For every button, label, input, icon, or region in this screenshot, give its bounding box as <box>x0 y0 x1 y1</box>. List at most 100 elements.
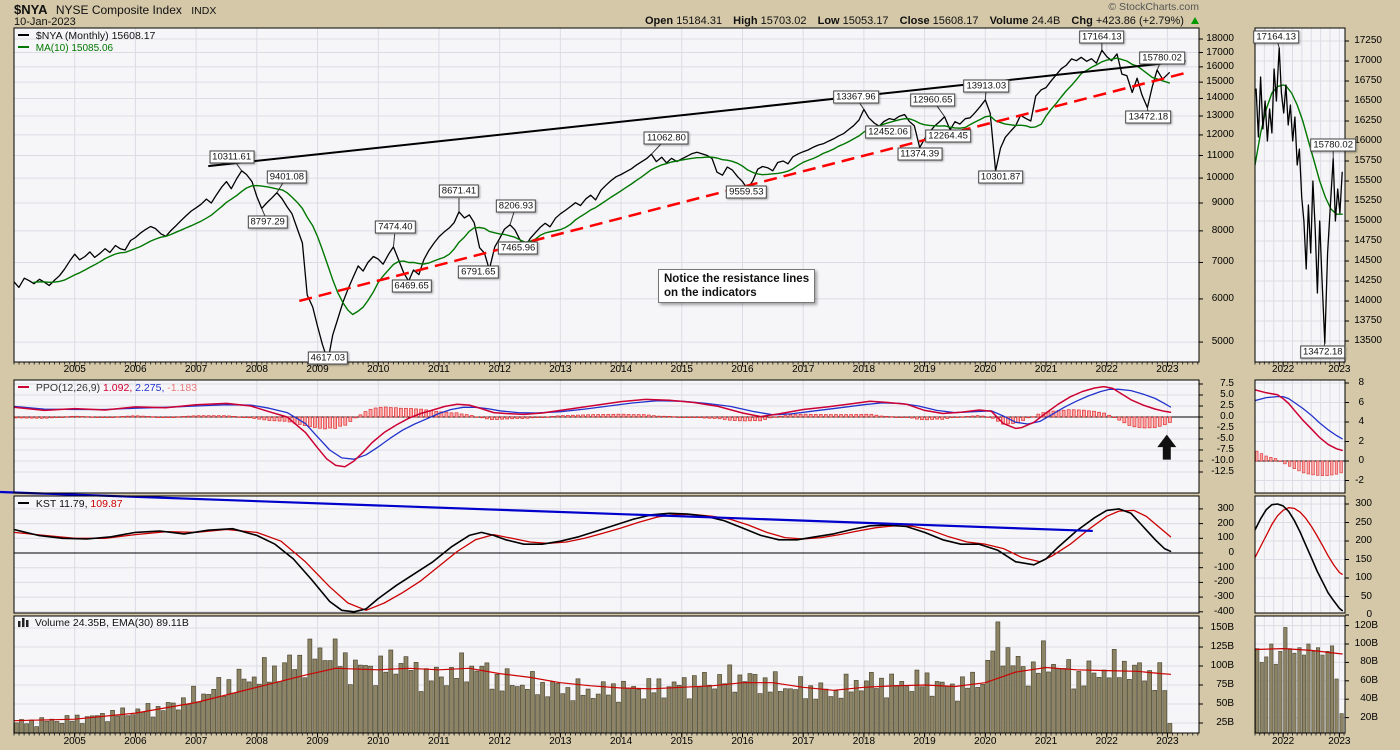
chg-value: +423.86 (+2.79%) <box>1095 15 1184 27</box>
annotation-line2: on the indicators <box>664 287 757 299</box>
axis-tick-label: 16500 <box>1354 95 1382 106</box>
axis-tick-label: 200 <box>1217 517 1234 529</box>
axis-tick-label: 14750 <box>1354 235 1382 246</box>
price-flag-label: 17164.13 <box>1079 30 1125 44</box>
price-flag-label: 15780.02 <box>1310 138 1356 152</box>
symbol-label: $NYA <box>14 2 48 17</box>
axis-tick-label: -10.0 <box>1211 455 1234 466</box>
price-flag-label: 10301.87 <box>977 170 1024 184</box>
axis-tick-label: 100 <box>1355 572 1372 583</box>
x-axis-year-label: 2016 <box>731 736 754 747</box>
axis-tick-label: 5000 <box>1211 336 1234 348</box>
price-flag-label: 13472.18 <box>1299 345 1346 359</box>
x-axis-year-label: 2007 <box>184 364 208 375</box>
ppo-arrow-annotation <box>1157 434 1177 460</box>
axis-tick-label: -100 <box>1213 561 1234 573</box>
quote-line: Open 15184.31 High 15703.02 Low 15053.17… <box>637 15 1199 27</box>
ppo-legend: PPO(12,26,9) 1.092, 2.275, -1.183 <box>18 382 197 394</box>
ppo-legend-value1: 1.092, <box>103 382 133 394</box>
price-flag-label: 9559.53 <box>726 185 767 199</box>
axis-tick-label: 60B <box>1360 674 1378 686</box>
x-axis-year-label: 2006 <box>124 364 147 375</box>
x-axis-year-label: 2020 <box>974 364 997 375</box>
x-axis-year-label: 2023 <box>1156 736 1179 747</box>
chart-title-row: $NYA NYSE Composite Index INDX <box>14 2 216 17</box>
x-axis-year-label: 2023 <box>1156 364 1179 375</box>
annotation-note-box: Notice the resistance lines on the indic… <box>658 269 816 303</box>
high-label: High <box>733 15 758 27</box>
axis-tick-label: 18000 <box>1206 33 1234 44</box>
x-axis-year-label: 2021 <box>1034 736 1058 747</box>
volume-value: 24.4B <box>1031 15 1061 27</box>
kst-legend-label: KST <box>35 498 57 510</box>
price-flag-label: 12452.06 <box>865 125 911 139</box>
axis-tick-label: -5.0 <box>1216 433 1234 444</box>
exchange-label: INDX <box>191 5 217 17</box>
axis-tick-label: 300 <box>1217 502 1234 514</box>
axis-tick-label: 16000 <box>1206 60 1234 72</box>
axis-tick-label: 100 <box>1217 532 1234 544</box>
x-axis-year-label: 2007 <box>184 736 208 747</box>
price-flag-label: 11062.80 <box>643 131 689 145</box>
x-axis-year-label: 2005 <box>63 736 86 747</box>
x-axis-year-label: 2011 <box>428 364 450 375</box>
axis-tick-label: 50B <box>1216 698 1234 709</box>
axis-tick-label: 100B <box>1354 638 1378 649</box>
x-axis-year-label: 2008 <box>245 736 268 747</box>
axis-tick-label: 17250 <box>1354 35 1382 46</box>
axis-tick-label: 2.5 <box>1220 400 1234 411</box>
x-axis-year-label: 2022 <box>1272 364 1295 375</box>
chg-up-icon <box>1191 17 1199 24</box>
x-axis-year-label: 2011 <box>428 736 450 747</box>
axis-tick-label: 15250 <box>1354 195 1382 206</box>
x-axis-year-label: 2005 <box>63 364 86 375</box>
axis-tick-label: 13750 <box>1354 315 1382 326</box>
axis-tick-label: 7.5 <box>1220 378 1234 389</box>
axis-tick-label: 0.0 <box>1220 411 1234 422</box>
price-legend-value: 15608.17 <box>111 30 156 42</box>
x-axis-year-label: 2019 <box>913 736 936 747</box>
axis-tick-label: 150 <box>1355 553 1372 565</box>
axis-tick-label: 0 <box>1358 455 1364 466</box>
axis-tick-label: 15000 <box>1354 215 1382 226</box>
price-flag-label: 10311.61 <box>209 150 255 164</box>
axis-tick-label: 15000 <box>1206 76 1234 88</box>
close-label: Close <box>899 15 930 27</box>
x-axis-year-label: 2021 <box>1034 364 1058 375</box>
price-flag-label: 7474.40 <box>375 220 416 234</box>
price-flag-label: 12960.65 <box>909 93 956 107</box>
high-value: 15703.02 <box>760 15 807 27</box>
axis-tick-label: 80B <box>1360 656 1378 668</box>
x-axis-year-label: 2006 <box>124 736 147 747</box>
price-flag-label: 8671.41 <box>438 184 480 198</box>
open-label: Open <box>645 15 674 27</box>
kst-legend: KST 11.79, 109.87 <box>18 498 123 510</box>
ma-series-marker-icon <box>18 46 29 48</box>
price-flag-label: 7465.96 <box>497 241 539 255</box>
x-axis-year-label: 2020 <box>974 736 997 747</box>
price-flag-label: 12264.45 <box>925 129 971 143</box>
ppo-series-marker-icon <box>18 386 29 388</box>
price-flag-label: 4617.03 <box>307 351 349 365</box>
x-axis-year-label: 2014 <box>609 736 633 747</box>
axis-tick-label: 8 <box>1358 377 1364 388</box>
axis-tick-label: 8000 <box>1211 224 1234 236</box>
axis-tick-label: 300 <box>1355 498 1372 509</box>
price-flag-label: 13367.96 <box>833 90 879 104</box>
open-value: 15184.31 <box>676 15 723 27</box>
axis-tick-label: 14250 <box>1354 275 1382 286</box>
axis-tick-label: 25B <box>1216 717 1234 728</box>
kst-resistance-trendline <box>0 490 1093 533</box>
axis-tick-label: 0 <box>1228 547 1234 558</box>
date-label: 10-Jan-2023 <box>14 16 76 28</box>
axis-tick-label: 14500 <box>1354 255 1382 266</box>
x-axis-year-label: 2012 <box>488 736 511 747</box>
x-axis-year-label: 2010 <box>367 364 390 375</box>
axis-tick-label: 14000 <box>1206 92 1234 104</box>
axis-tick-label: 120B <box>1354 619 1378 631</box>
axis-tick-label: -12.5 <box>1211 466 1234 477</box>
index-name-label: NYSE Composite Index <box>55 3 182 17</box>
axis-tick-label: 4 <box>1358 416 1364 427</box>
